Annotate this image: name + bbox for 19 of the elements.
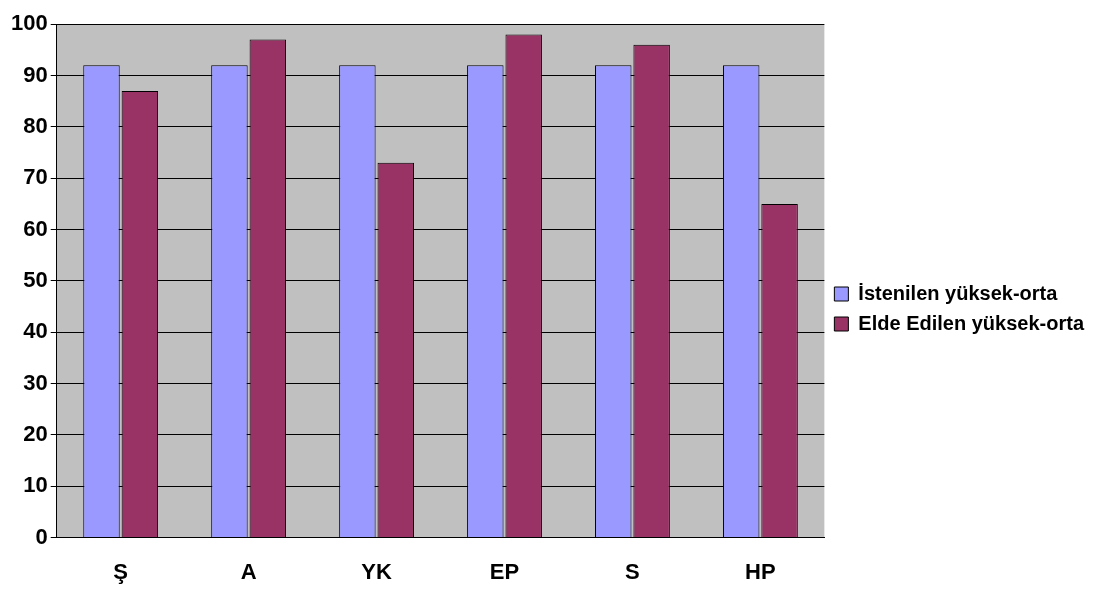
y-tick-label: 50 <box>23 266 48 292</box>
legend-label: Elde Edilen yüksek-orta <box>858 311 1085 334</box>
x-tick-label: EP <box>489 558 520 584</box>
x-tick-label: YK <box>361 558 392 584</box>
y-tick-label: 20 <box>23 420 48 446</box>
y-tick-label: 40 <box>23 318 48 344</box>
y-tick-label: 30 <box>23 369 48 395</box>
x-tick-label: S <box>625 558 640 584</box>
y-tick-label: 0 <box>35 523 48 549</box>
y-tick-label: 90 <box>23 61 48 87</box>
y-tick-label: 80 <box>23 112 48 138</box>
x-tick-label: Ş <box>113 558 129 584</box>
legend-label: İstenilen yüksek-orta <box>858 281 1059 304</box>
y-tick-label: 70 <box>23 164 48 190</box>
x-tick-label: A <box>240 558 257 584</box>
y-tick-label: 100 <box>10 10 48 36</box>
y-tick-label: 60 <box>23 215 48 241</box>
y-tick-label: 10 <box>23 472 48 498</box>
x-tick-label: HP <box>745 558 776 584</box>
